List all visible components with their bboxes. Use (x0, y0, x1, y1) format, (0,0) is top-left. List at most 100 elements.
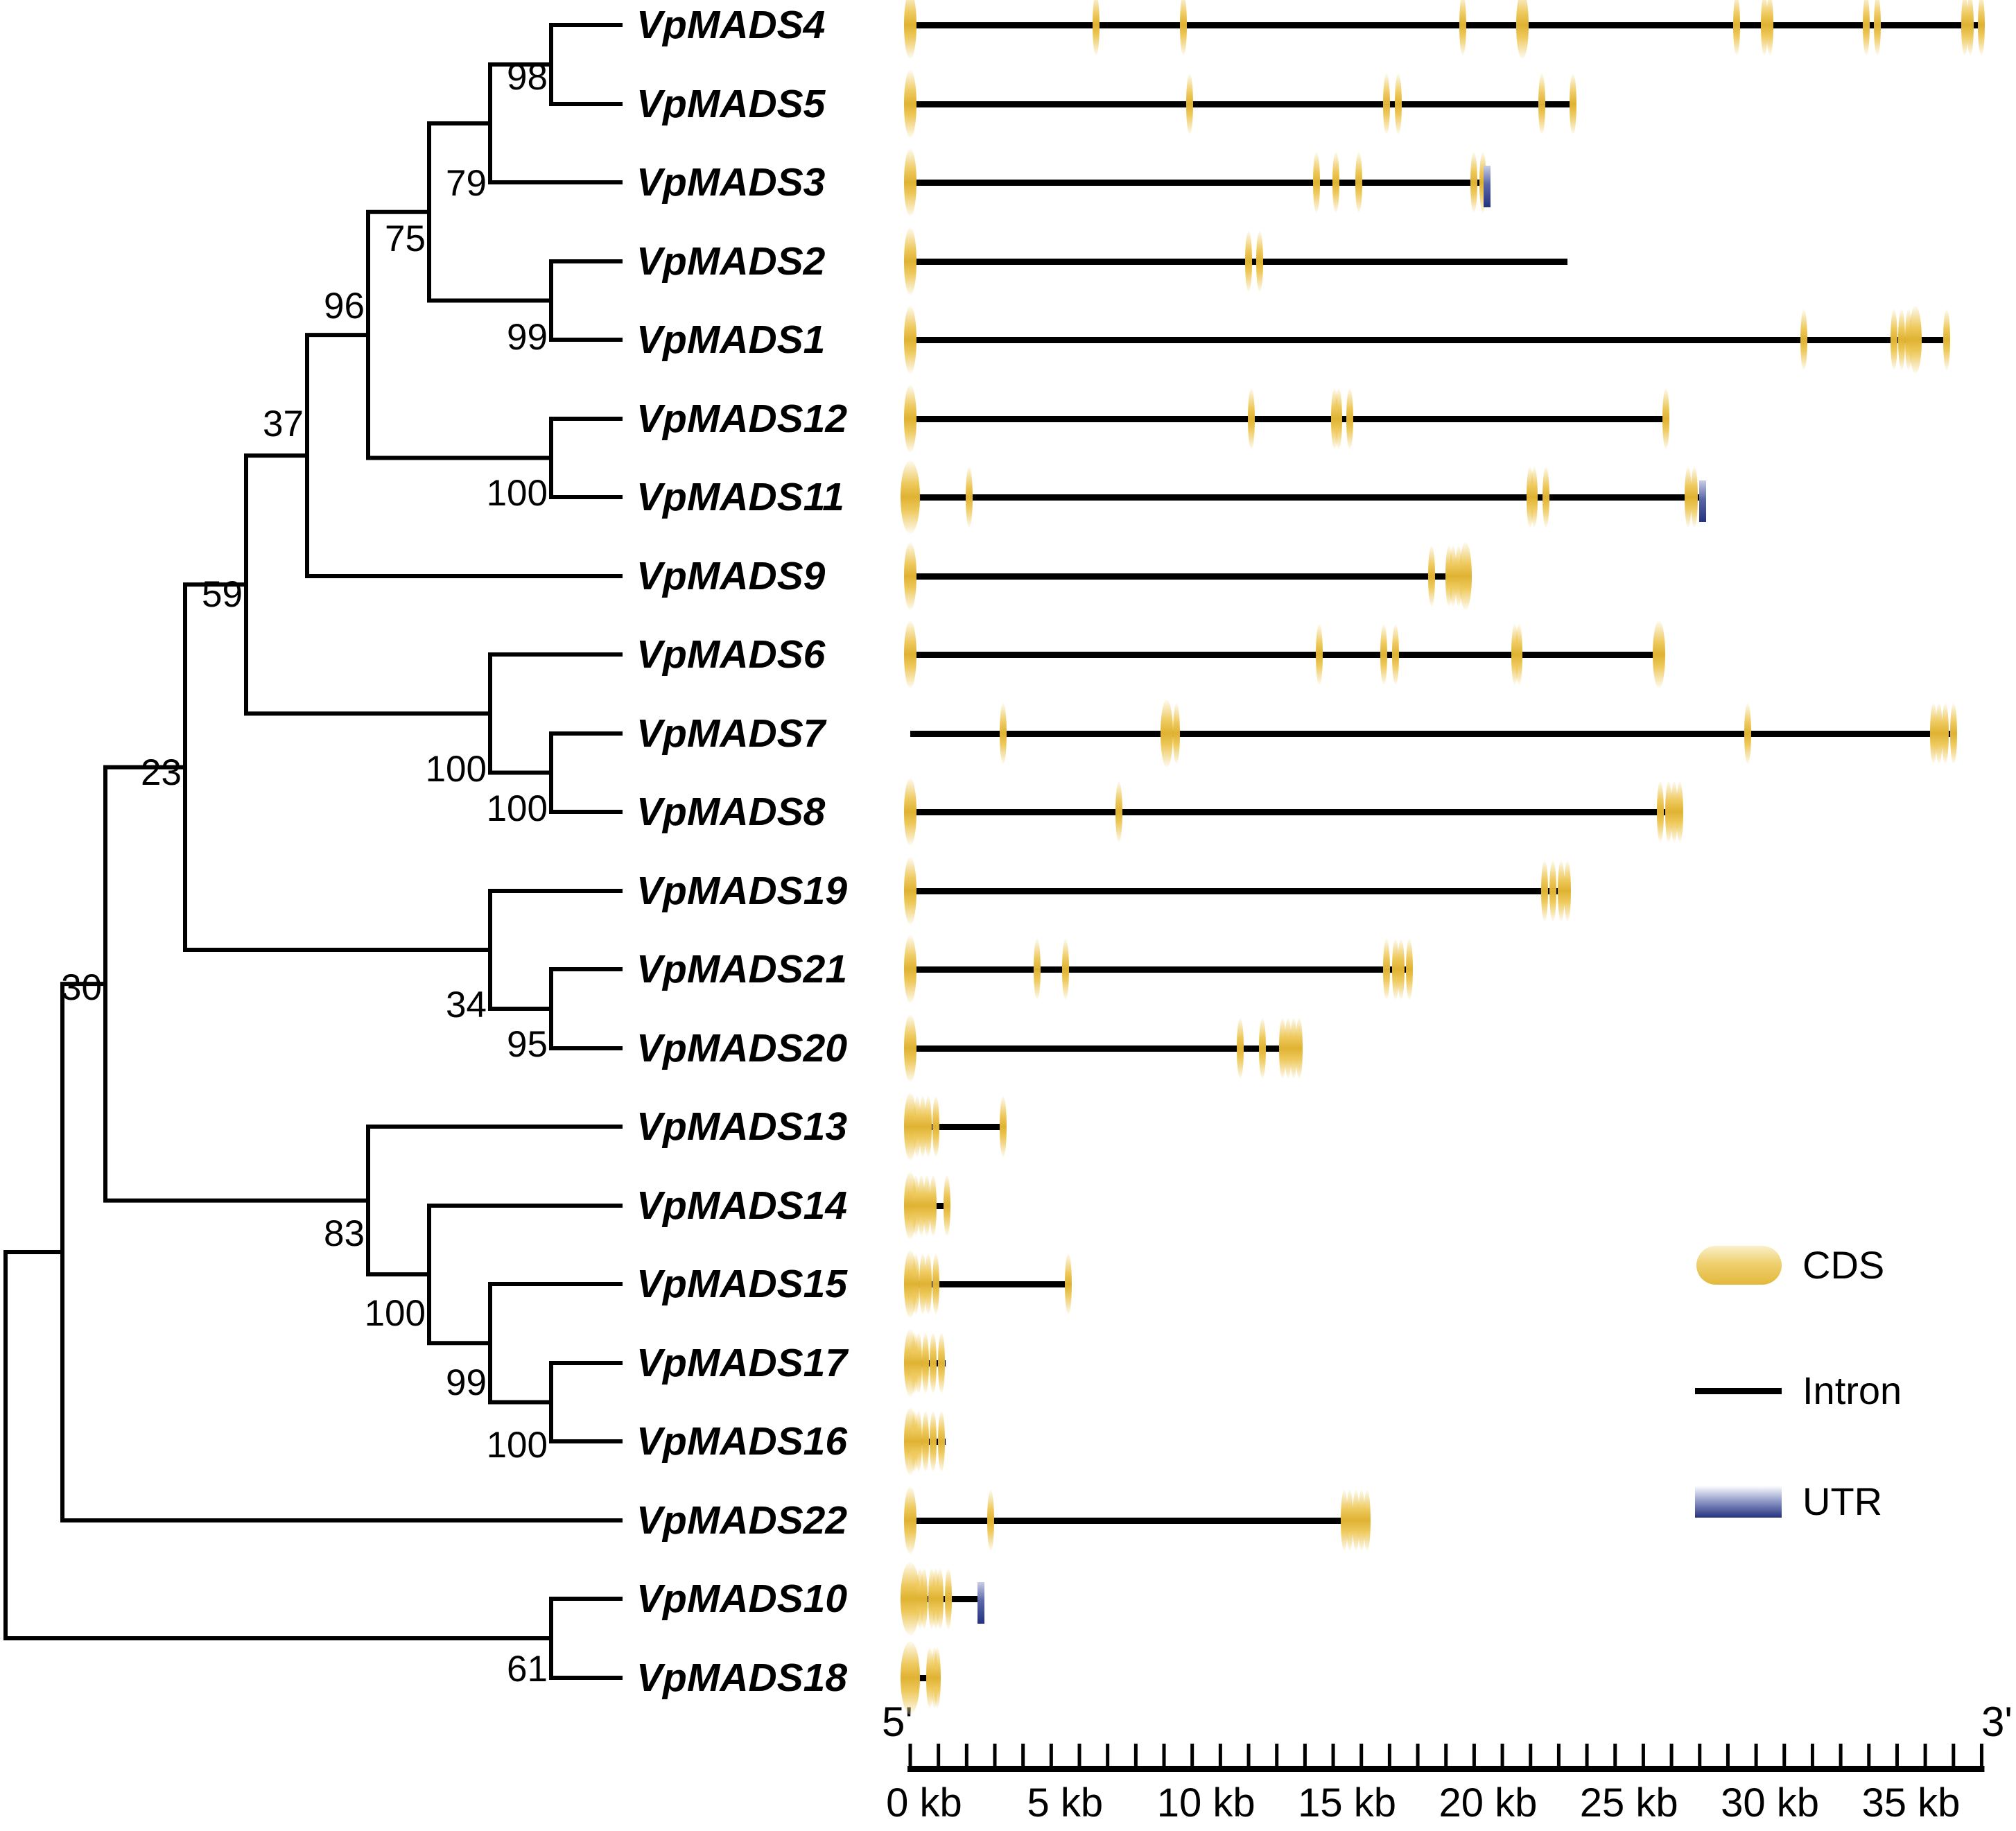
bootstrap-98: 98 (507, 57, 548, 98)
gene-exon-VpMADS7-6 (1941, 703, 1949, 764)
gene-exon-VpMADS4-7 (1766, 0, 1774, 55)
scale-label-25kb: 25 kb (1579, 1780, 1678, 1825)
gene-label-VpMADS18: VpMADS18 (636, 1656, 848, 1700)
gene-exon-VpMADS22-2 (1341, 1490, 1348, 1551)
gene-exon-VpMADS12-0 (904, 385, 916, 453)
scale-label-5kb: 5 kb (1027, 1780, 1104, 1825)
scale-label-20kb: 20 kb (1439, 1780, 1538, 1825)
gene-exon-VpMADS4-8 (1862, 0, 1870, 55)
gene-exon-VpMADS11-3 (1530, 467, 1538, 528)
gene-intron-VpMADS9 (910, 573, 1470, 580)
gene-exon-VpMADS1-5 (1909, 306, 1922, 374)
bootstrap-79: 79 (446, 163, 487, 204)
gene-label-VpMADS14: VpMADS14 (636, 1183, 848, 1228)
gene-exon-VpMADS13-1 (914, 1096, 921, 1157)
gene-exon-VpMADS7-4 (1930, 703, 1938, 764)
bootstrap-59: 59 (202, 574, 243, 615)
intron-legend-label: Intron (1802, 1369, 1902, 1412)
gene-exon-VpMADS4-5 (1732, 0, 1740, 55)
gene-exon-VpMADS21-6 (1405, 939, 1413, 1000)
gene-exon-VpMADS8-5 (1676, 781, 1684, 842)
gene-exon-VpMADS15-3 (925, 1253, 932, 1314)
gene-exon-VpMADS4-11 (1967, 0, 1974, 55)
gene-exon-VpMADS4-2 (1180, 0, 1188, 55)
bootstrap-99: 99 (446, 1362, 487, 1403)
gene-exon-VpMADS3-4 (1470, 152, 1478, 213)
gene-exon-VpMADS9-2 (1445, 546, 1452, 607)
gene-exon-VpMADS3-5 (1479, 152, 1486, 213)
utr-legend-swatch (1695, 1486, 1782, 1518)
gene-exon-VpMADS5-4 (1538, 73, 1545, 134)
gene-exon-VpMADS17-1 (911, 1333, 919, 1394)
gene-label-VpMADS3: VpMADS3 (636, 160, 826, 205)
gene-exon-VpMADS19-2 (1549, 860, 1557, 921)
gene-label-VpMADS13: VpMADS13 (636, 1104, 848, 1149)
gene-label-VpMADS11: VpMADS11 (636, 475, 844, 519)
gene-exon-VpMADS13-2 (919, 1096, 927, 1157)
gene-exon-VpMADS8-2 (1656, 781, 1664, 842)
gene-exon-VpMADS14-5 (943, 1175, 950, 1236)
gene-exon-VpMADS3-0 (904, 148, 916, 216)
gene-exon-VpMADS4-1 (1093, 0, 1100, 55)
gene-exon-VpMADS14-1 (912, 1175, 920, 1236)
gene-exon-VpMADS11-6 (1690, 467, 1698, 528)
gene-exon-VpMADS19-3 (1558, 860, 1565, 921)
cds-legend-label: CDS (1802, 1243, 1885, 1287)
gene-exon-VpMADS20-3 (1278, 1018, 1286, 1079)
gene-exon-VpMADS11-2 (1526, 467, 1533, 528)
gene-exon-VpMADS3-2 (1332, 152, 1340, 213)
gene-exon-VpMADS21-1 (1034, 939, 1041, 1000)
gene-label-VpMADS12: VpMADS12 (636, 397, 848, 441)
gene-exon-VpMADS4-0 (904, 0, 916, 59)
gene-exon-VpMADS10-5 (936, 1568, 944, 1629)
gene-exon-VpMADS2-1 (1245, 231, 1253, 292)
gene-exon-VpMADS10-1 (916, 1568, 924, 1629)
gene-label-VpMADS1: VpMADS1 (636, 318, 826, 362)
scale-label-10kb: 10 kb (1156, 1780, 1255, 1825)
gene-exon-VpMADS16-2 (915, 1411, 923, 1472)
gene-exon-VpMADS8-3 (1665, 781, 1673, 842)
gene-label-VpMADS8: VpMADS8 (636, 790, 826, 834)
gene-label-VpMADS5: VpMADS5 (636, 82, 826, 126)
gene-intron-VpMADS18 (910, 1675, 939, 1681)
gene-intron-VpMADS21 (910, 966, 1412, 973)
gene-utr-VpMADS10-0 (977, 1582, 984, 1624)
gene-intron-VpMADS3 (910, 180, 1486, 186)
gene-exon-VpMADS1-2 (1891, 309, 1898, 370)
bootstrap-100: 100 (486, 1425, 548, 1466)
gene-exon-VpMADS12-4 (1346, 388, 1354, 449)
gene-exon-VpMADS6-0 (904, 621, 916, 688)
gene-label-VpMADS19: VpMADS19 (636, 869, 848, 913)
scale-label-35kb: 35 kb (1861, 1780, 1961, 1825)
gene-exon-VpMADS7-7 (1949, 703, 1957, 764)
gene-exon-VpMADS20-6 (1296, 1018, 1303, 1079)
gene-label-VpMADS2: VpMADS2 (636, 239, 826, 284)
gene-exon-VpMADS3-1 (1312, 152, 1320, 213)
gene-exon-VpMADS20-0 (904, 1014, 916, 1082)
gene-exon-VpMADS5-5 (1569, 73, 1576, 134)
bootstrap-23: 23 (141, 752, 182, 793)
gene-exon-VpMADS9-1 (1428, 546, 1436, 607)
gene-exon-VpMADS21-5 (1397, 939, 1405, 1000)
gene-exon-VpMADS1-3 (1897, 309, 1905, 370)
gene-exon-VpMADS6-3 (1391, 624, 1399, 685)
bootstrap-99: 99 (507, 317, 548, 358)
gene-exon-VpMADS2-0 (904, 227, 916, 295)
gene-label-VpMADS10: VpMADS10 (636, 1577, 848, 1621)
gene-exon-VpMADS22-6 (1363, 1490, 1371, 1551)
intron-legend-swatch (1695, 1388, 1782, 1394)
gene-exon-VpMADS7-0 (1000, 703, 1007, 764)
gene-exon-VpMADS21-0 (904, 935, 916, 1003)
gene-intron-VpMADS13 (910, 1124, 1004, 1130)
gene-exon-VpMADS21-2 (1061, 939, 1069, 1000)
gene-exon-VpMADS12-3 (1335, 388, 1343, 449)
gene-exon-VpMADS20-5 (1290, 1018, 1298, 1079)
gene-exon-VpMADS16-1 (911, 1411, 919, 1472)
gene-exon-VpMADS1-1 (1800, 309, 1808, 370)
gene-intron-VpMADS4 (910, 22, 1982, 28)
gene-exon-VpMADS10-2 (921, 1568, 928, 1629)
gene-exon-VpMADS10-3 (928, 1568, 935, 1629)
gene-intron-VpMADS7 (910, 731, 1954, 737)
gene-exon-VpMADS12-1 (1248, 388, 1255, 449)
gene-exon-VpMADS19-0 (904, 857, 916, 925)
